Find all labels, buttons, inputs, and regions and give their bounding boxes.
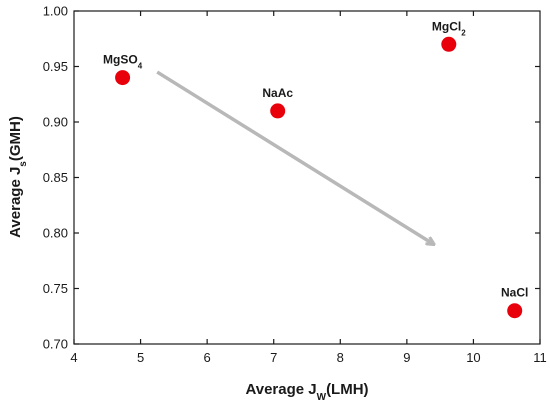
x-tick-label: 11 — [533, 350, 547, 365]
x-axis-title: Average JW(LMH) — [245, 381, 368, 403]
y-axis-ticks: 0.70 0.75 0.80 0.85 0.90 0.95 1.00 — [43, 4, 540, 352]
x-tick-label: 4 — [70, 350, 77, 365]
plot-area-frame — [73, 10, 541, 345]
x-tick-label: 8 — [337, 350, 344, 365]
y-axis-title-sub: s — [18, 161, 29, 167]
data-point-label: MgCl2 — [432, 19, 466, 37]
x-axis-ticks: 4 5 6 7 8 9 10 11 — [70, 11, 547, 365]
y-axis-title-main: Average J — [7, 167, 24, 238]
data-point-label: MgSO4 — [103, 53, 143, 71]
x-tick-label: 7 — [270, 350, 277, 365]
y-axis-title: Average Js(GMH) — [7, 116, 29, 238]
x-tick-label: 10 — [466, 350, 480, 365]
data-point-label: NaAc — [262, 86, 293, 100]
data-point — [115, 70, 131, 86]
data-point-label-main: NaAc — [262, 86, 293, 100]
data-point — [441, 36, 457, 52]
data-point-label-sub: 2 — [461, 28, 466, 37]
y-axis-title-suffix: (GMH) — [7, 116, 24, 161]
y-tick-label: 0.75 — [43, 281, 68, 296]
data-point-label-main: NaCl — [501, 286, 528, 300]
data-point-label: NaCl — [501, 286, 528, 300]
y-tick-label: 0.95 — [43, 59, 68, 74]
x-axis-title-main: Average J — [245, 381, 316, 398]
x-tick-label: 6 — [204, 350, 211, 365]
x-axis-title-suffix: (LMH) — [326, 381, 368, 398]
y-tick-label: 0.85 — [43, 170, 68, 185]
x-tick-label: 9 — [403, 350, 410, 365]
x-tick-label: 5 — [137, 350, 144, 365]
data-point — [507, 303, 523, 319]
y-tick-label: 0.70 — [43, 337, 68, 352]
data-points: MgSO4 NaAc MgCl2 NaCl — [103, 19, 528, 319]
y-tick-label: 0.90 — [43, 115, 68, 130]
y-tick-label: 0.80 — [43, 226, 68, 241]
data-point-label-main: MgCl — [432, 19, 461, 33]
y-tick-label: 1.00 — [43, 4, 68, 19]
data-point-label-sub: 4 — [138, 61, 143, 70]
x-axis-title-sub: W — [317, 392, 327, 403]
data-point-label-main: MgSO — [103, 53, 138, 67]
data-point — [270, 103, 286, 119]
trend-arrow — [156, 70, 433, 244]
